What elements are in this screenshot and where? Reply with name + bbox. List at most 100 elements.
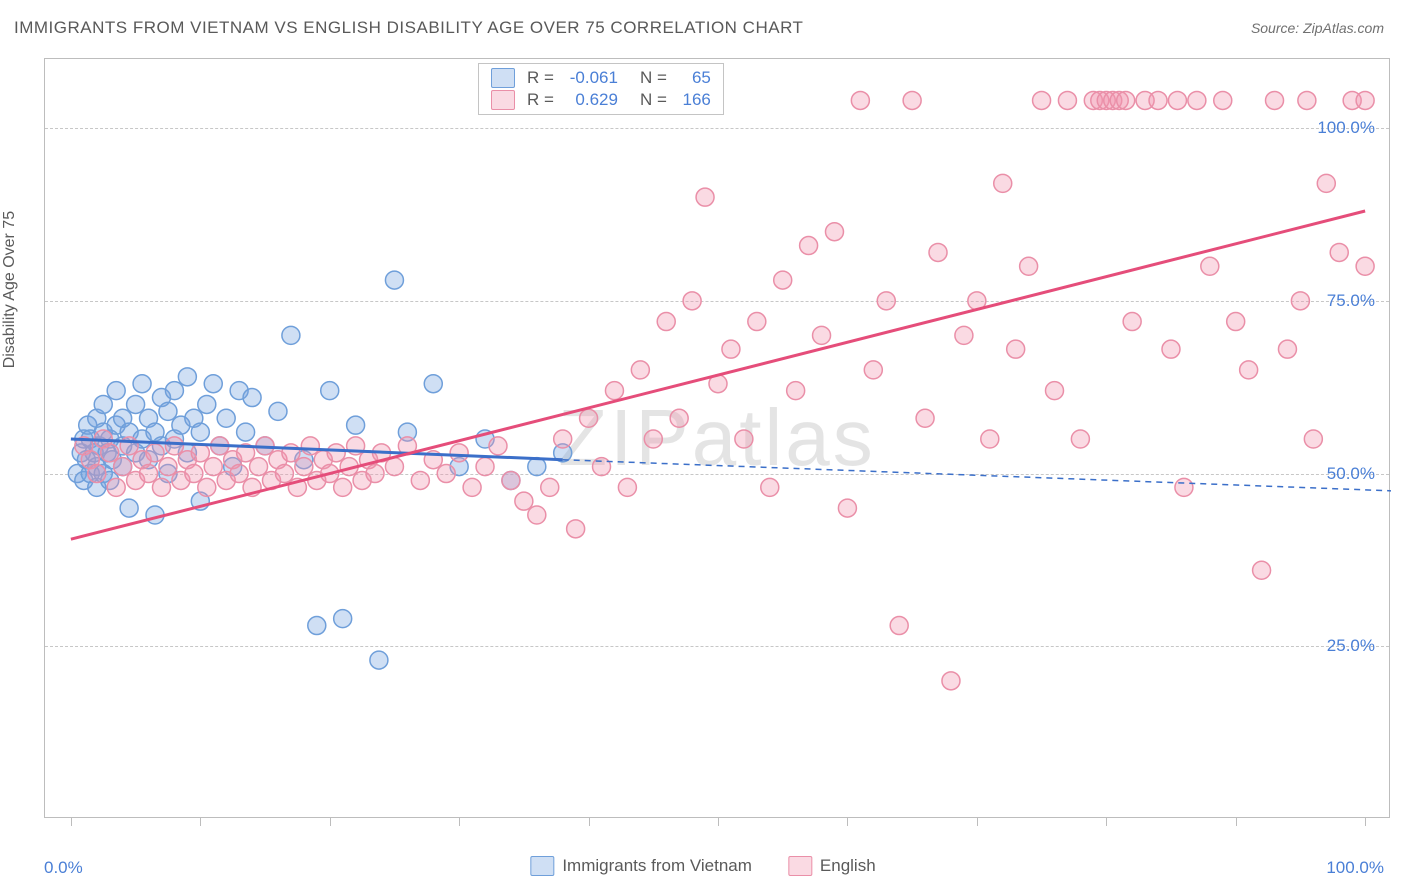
legend-stat-row: R = -0.061 N = 65	[479, 67, 723, 89]
data-point	[282, 326, 300, 344]
data-point	[1278, 340, 1296, 358]
data-point	[1201, 257, 1219, 275]
data-point	[748, 313, 766, 331]
data-point	[838, 499, 856, 517]
data-point	[1162, 340, 1180, 358]
data-point	[1291, 292, 1309, 310]
data-point	[851, 91, 869, 109]
data-point	[722, 340, 740, 358]
source-attribution: Source: ZipAtlas.com	[1251, 20, 1384, 36]
data-point	[1214, 91, 1232, 109]
stat-r-label: R =	[527, 90, 554, 110]
data-point	[1227, 313, 1245, 331]
data-point	[1033, 91, 1051, 109]
data-point	[191, 444, 209, 462]
data-point	[567, 520, 585, 538]
data-point	[593, 458, 611, 476]
data-point	[385, 271, 403, 289]
data-point	[152, 478, 170, 496]
data-point	[275, 465, 293, 483]
data-point	[146, 444, 164, 462]
y-axis-title: Disability Age Over 75	[1, 211, 19, 368]
legend-item: English	[788, 856, 876, 876]
data-point	[308, 617, 326, 635]
data-point	[204, 375, 222, 393]
data-point	[1330, 243, 1348, 261]
data-point	[437, 465, 455, 483]
x-tick	[330, 817, 331, 826]
data-point	[198, 395, 216, 413]
data-point	[813, 326, 831, 344]
data-point	[424, 375, 442, 393]
legend-swatch	[491, 90, 515, 110]
stat-n-label: N =	[640, 68, 667, 88]
data-point	[683, 292, 701, 310]
data-point	[1298, 91, 1316, 109]
data-point	[890, 617, 908, 635]
data-point	[1253, 561, 1271, 579]
data-point	[554, 430, 572, 448]
data-point	[1123, 313, 1141, 331]
data-point	[528, 506, 546, 524]
data-point	[120, 437, 138, 455]
legend-swatch	[491, 68, 515, 88]
source-label: Source:	[1251, 20, 1299, 36]
data-point	[217, 409, 235, 427]
data-point	[450, 444, 468, 462]
trend-line	[71, 211, 1365, 539]
data-point	[1266, 91, 1284, 109]
stat-r-value: 0.629	[562, 90, 618, 110]
x-tick	[1106, 817, 1107, 826]
y-tick-label: 50.0%	[1327, 464, 1375, 484]
data-point	[191, 423, 209, 441]
data-point	[1240, 361, 1258, 379]
data-point	[334, 478, 352, 496]
data-point	[903, 91, 921, 109]
data-point	[1304, 430, 1322, 448]
data-point	[120, 499, 138, 517]
data-point	[1317, 174, 1335, 192]
data-point	[159, 402, 177, 420]
y-tick-label: 75.0%	[1327, 291, 1375, 311]
data-point	[140, 465, 158, 483]
data-point	[250, 458, 268, 476]
data-point	[107, 382, 125, 400]
data-point	[107, 478, 125, 496]
data-point	[670, 409, 688, 427]
data-point	[735, 430, 753, 448]
data-point	[580, 409, 598, 427]
x-tick	[589, 817, 590, 826]
x-tick	[71, 817, 72, 826]
legend-series: Immigrants from Vietnam English	[530, 856, 875, 876]
x-tick	[847, 817, 848, 826]
data-point	[327, 444, 345, 462]
data-point	[1046, 382, 1064, 400]
chart-svg	[45, 59, 1389, 817]
data-point	[101, 444, 119, 462]
stat-r-value: -0.061	[562, 68, 618, 88]
data-point	[204, 458, 222, 476]
legend-swatch	[530, 856, 554, 876]
data-point	[198, 478, 216, 496]
data-point	[1007, 340, 1025, 358]
data-point	[800, 237, 818, 255]
legend-item: Immigrants from Vietnam	[530, 856, 752, 876]
data-point	[411, 471, 429, 489]
x-axis-max-label: 100.0%	[1326, 858, 1384, 878]
x-tick	[718, 817, 719, 826]
x-axis-min-label: 0.0%	[44, 858, 83, 878]
stat-r-label: R =	[527, 68, 554, 88]
data-point	[1117, 91, 1135, 109]
stat-n-value: 65	[675, 68, 711, 88]
chart-title: IMMIGRANTS FROM VIETNAM VS ENGLISH DISAB…	[14, 18, 803, 38]
data-point	[185, 465, 203, 483]
data-point	[366, 465, 384, 483]
data-point	[489, 437, 507, 455]
data-point	[774, 271, 792, 289]
legend-stats-box: R =-0.061N =65R =0.629N =166	[478, 63, 724, 115]
data-point	[942, 672, 960, 690]
y-tick-label: 25.0%	[1327, 636, 1375, 656]
data-point	[515, 492, 533, 510]
data-point	[347, 416, 365, 434]
legend-label: Immigrants from Vietnam	[562, 856, 752, 876]
